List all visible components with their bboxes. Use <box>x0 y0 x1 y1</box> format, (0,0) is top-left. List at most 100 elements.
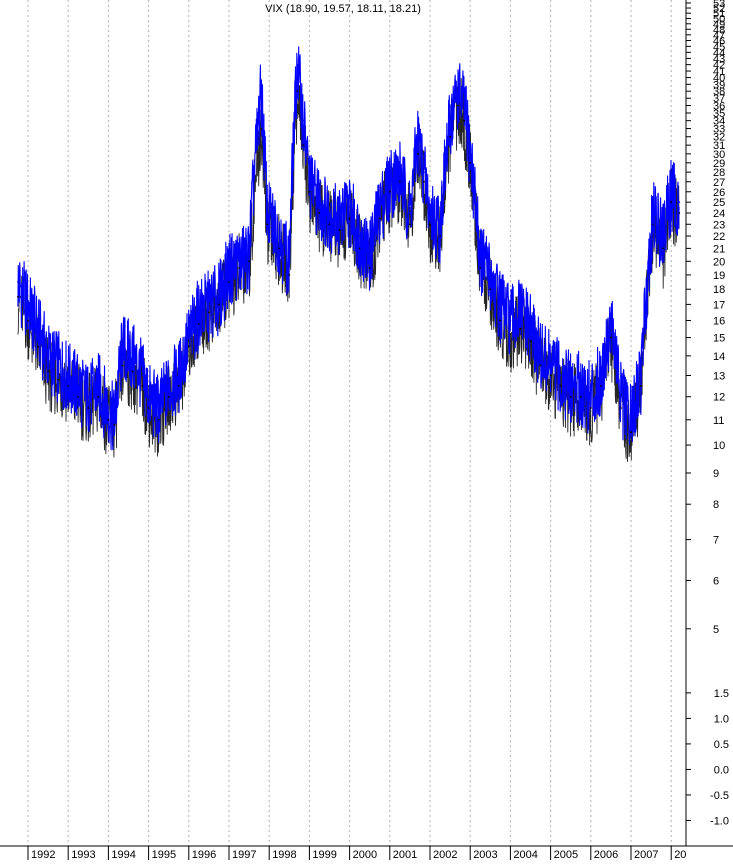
series-point <box>678 212 681 214</box>
series-point <box>248 253 251 256</box>
series-point <box>630 418 632 421</box>
y-tick-label-lower: -1.0 <box>710 815 729 827</box>
series-point <box>147 407 150 409</box>
series-point <box>599 374 602 377</box>
series-point <box>107 407 110 409</box>
series-point <box>409 212 411 214</box>
x-tick-label: 1995 <box>152 849 176 860</box>
x-tick-label: 2006 <box>594 849 618 860</box>
series-point <box>97 395 100 398</box>
series-point <box>640 374 642 377</box>
series-point <box>167 384 170 387</box>
x-tick-label: 1993 <box>71 849 95 860</box>
series-point <box>318 201 321 204</box>
series-point <box>519 311 522 314</box>
series-point <box>449 119 451 122</box>
y-tick-label: 34 <box>713 116 725 128</box>
series-point <box>589 395 592 398</box>
y-tick-label: 8 <box>713 499 719 511</box>
series-point <box>37 327 39 330</box>
series-point <box>610 319 612 322</box>
x-tick-label: 2005 <box>554 849 578 860</box>
series-point <box>417 135 419 138</box>
y-tick-label: 38 <box>713 86 725 98</box>
series-point <box>296 90 299 93</box>
series-point <box>457 104 460 107</box>
series-point <box>338 217 341 220</box>
series-point <box>670 190 673 193</box>
y-tick-label: 45 <box>713 41 725 53</box>
series-point <box>509 333 512 335</box>
y-tick-label: 39 <box>713 79 725 91</box>
x-tick-label: 2001 <box>393 849 417 860</box>
x-tick-label: 1992 <box>31 849 55 860</box>
grid-layer <box>27 0 672 846</box>
series-point <box>559 384 562 387</box>
series-point <box>228 281 230 283</box>
series-point <box>429 223 431 226</box>
y-tick-label: 32 <box>713 132 725 144</box>
y-tick-label: 28 <box>713 167 725 179</box>
series-point <box>479 253 482 256</box>
series-point <box>77 395 80 398</box>
series-point <box>107 418 110 421</box>
series-line <box>17 46 680 451</box>
y-tick-label: 53 <box>713 0 725 10</box>
series-point <box>113 418 116 421</box>
series-point <box>457 90 460 93</box>
series-point <box>27 319 29 322</box>
series-point <box>378 217 381 220</box>
y-tick-label: 35 <box>713 108 725 120</box>
y-tick-label: 43 <box>713 53 725 65</box>
series-layer <box>17 46 681 462</box>
series-point <box>368 267 371 269</box>
series-point <box>348 217 351 220</box>
series-point <box>318 212 321 214</box>
y-tick-label: 30 <box>713 149 725 161</box>
series-point <box>409 223 411 226</box>
y-tick-label: 19 <box>713 270 725 282</box>
series-point <box>559 374 562 377</box>
y-tick-label: 52 <box>713 3 725 15</box>
y-tick-label: 36 <box>713 101 725 113</box>
y-tick-label: 17 <box>713 299 725 311</box>
y-tick-label: 40 <box>713 73 725 85</box>
series-point <box>67 384 70 387</box>
series-point <box>302 119 305 122</box>
series-point <box>469 152 472 155</box>
x-tick-label: 1999 <box>312 849 336 860</box>
series-point <box>463 119 466 122</box>
series-point <box>620 407 622 409</box>
series-point <box>218 295 220 298</box>
series-point <box>47 354 49 357</box>
series-point <box>398 171 401 174</box>
series-point <box>248 260 251 263</box>
series-point <box>549 374 552 377</box>
series-point <box>549 364 552 367</box>
series-point <box>469 161 472 164</box>
y-tick-label: 21 <box>713 243 725 255</box>
series-point <box>388 180 391 183</box>
series-point <box>509 319 512 322</box>
x-tick-label: 2004 <box>513 849 537 860</box>
y-tick-label: 41 <box>713 66 725 78</box>
series-point <box>358 247 361 250</box>
y-tick-label: 7 <box>713 535 719 547</box>
x-tick-label: 20 <box>674 849 686 860</box>
series-point <box>228 267 230 269</box>
y-tick-label: 14 <box>713 351 725 363</box>
series-point <box>187 336 190 339</box>
series-point <box>77 384 80 387</box>
series-point <box>260 127 263 130</box>
y-tick-label: 16 <box>713 315 725 327</box>
y-tick-label: 51 <box>713 8 725 20</box>
series-point <box>57 378 60 381</box>
series-point <box>579 384 582 387</box>
series-point <box>378 206 381 209</box>
series-point <box>328 223 331 226</box>
series-point <box>141 384 144 387</box>
series-point <box>302 144 305 147</box>
series-point <box>589 407 592 409</box>
series-point <box>67 374 70 377</box>
